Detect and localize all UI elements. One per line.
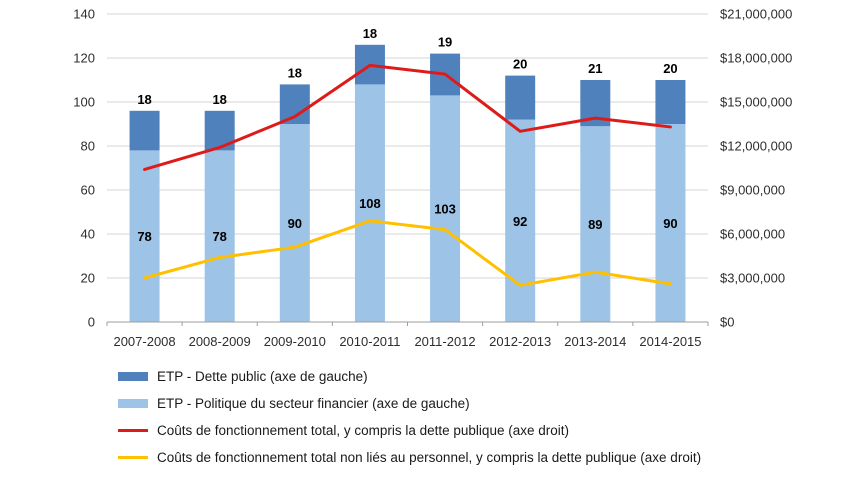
bar-segment-light xyxy=(204,150,235,322)
bar-segment-dark xyxy=(505,75,536,120)
bar-segment-dark xyxy=(655,80,686,124)
legend-label: ETP - Dette public (axe de gauche) xyxy=(157,369,368,384)
right-axis-tick: $12,000,000 xyxy=(720,139,792,154)
category-label: 2010-2011 xyxy=(339,334,400,349)
chart-legend: ETP - Dette public (axe de gauche) ETP -… xyxy=(118,368,864,466)
left-axis-tick: 100 xyxy=(73,95,95,110)
bar-segment-light xyxy=(279,124,310,322)
legend-item: ETP - Dette public (axe de gauche) xyxy=(118,368,864,385)
bar-value-label: 78 xyxy=(212,229,226,244)
left-axis-tick: 120 xyxy=(73,51,95,66)
bar-value-label: 89 xyxy=(588,217,602,232)
chart-plot-area: 0 $0 20 $3,000,000 40 $6,000,000 60 $9,000,000 8… xyxy=(73,7,792,350)
bar-segment-light xyxy=(505,119,536,322)
bar-top-value-label: 18 xyxy=(363,26,377,41)
left-axis-tick: 80 xyxy=(81,139,95,154)
bar-top-value-label: 18 xyxy=(288,65,302,80)
bar-value-label: 103 xyxy=(434,202,456,217)
bar-top-value-label: 18 xyxy=(137,92,151,107)
left-axis-tick: 140 xyxy=(73,7,95,22)
bar-segment-light xyxy=(430,95,461,323)
bar-value-label: 92 xyxy=(513,214,527,229)
right-axis-tick: $21,000,000 xyxy=(720,7,792,22)
bar-value-label: 90 xyxy=(663,216,677,231)
bar-swatch-light-blue xyxy=(118,399,148,408)
category-label: 2009-2010 xyxy=(264,334,326,349)
right-axis-tick: $18,000,000 xyxy=(720,51,792,66)
category-label: 2013-2014 xyxy=(564,334,626,349)
combo-chart: 0 $0 20 $3,000,000 40 $6,000,000 60 $9,000,000 8… xyxy=(73,7,792,350)
legend-label: ETP - Politique du secteur financier (ax… xyxy=(157,396,470,411)
left-axis-tick: 60 xyxy=(81,183,95,198)
bar-top-value-label: 21 xyxy=(588,61,602,76)
legend-label: Coûts de fonctionnement total non liés a… xyxy=(157,450,702,465)
bar-segment-light xyxy=(655,124,686,322)
bar-top-value-label: 20 xyxy=(663,61,677,76)
bar-segment-light xyxy=(354,84,385,323)
right-axis-tick: $3,000,000 xyxy=(720,271,785,286)
category-label: 2012-2013 xyxy=(489,334,551,349)
bar-segment-light xyxy=(580,126,611,322)
right-axis-tick: $0 xyxy=(720,315,734,330)
legend-item: Coûts de fonctionnement total, y compris… xyxy=(118,422,864,439)
bar-value-label: 90 xyxy=(288,216,302,231)
bar-segment-light xyxy=(129,150,160,322)
right-axis-tick: $9,000,000 xyxy=(720,183,785,198)
left-axis-tick: 0 xyxy=(88,315,95,330)
line-swatch-yellow xyxy=(118,456,148,459)
bar-top-value-label: 18 xyxy=(212,92,226,107)
category-label: 2014-2015 xyxy=(639,334,701,349)
legend-item: ETP - Politique du secteur financier (ax… xyxy=(118,395,864,412)
category-label: 2008-2009 xyxy=(189,334,251,349)
category-label: 2011-2012 xyxy=(414,334,475,349)
bar-value-label: 78 xyxy=(137,229,151,244)
right-axis-tick: $6,000,000 xyxy=(720,227,785,242)
left-axis-tick: 20 xyxy=(81,271,95,286)
category-label: 2007-2008 xyxy=(113,334,175,349)
legend-label: Coûts de fonctionnement total, y compris… xyxy=(157,423,569,438)
bar-top-value-label: 19 xyxy=(438,35,452,50)
right-axis-tick: $15,000,000 xyxy=(720,95,792,110)
legend-item: Coûts de fonctionnement total non liés a… xyxy=(118,449,864,466)
bar-segment-dark xyxy=(129,110,160,151)
line-swatch-red xyxy=(118,429,148,432)
bar-top-value-label: 20 xyxy=(513,57,527,72)
line-series-yellow xyxy=(143,219,672,287)
bar-value-label: 108 xyxy=(359,196,381,211)
bar-swatch-dark-blue xyxy=(118,372,148,381)
line-series-red xyxy=(143,63,672,171)
left-axis-tick: 40 xyxy=(81,227,95,242)
